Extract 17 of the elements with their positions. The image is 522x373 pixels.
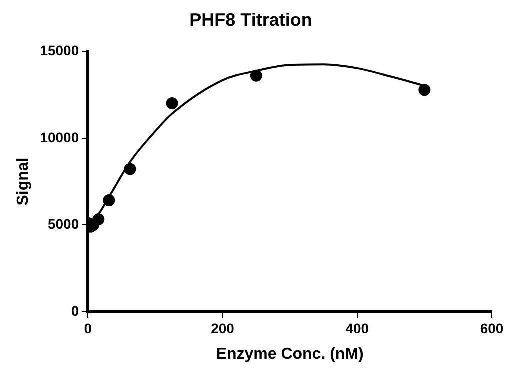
x-tick-label: 0 bbox=[84, 320, 92, 336]
y-tick-label: 15000 bbox=[40, 42, 80, 58]
x-tick-label: 200 bbox=[211, 320, 235, 336]
point bbox=[166, 98, 178, 110]
y-tick-label: 10000 bbox=[40, 129, 80, 146]
point bbox=[124, 163, 136, 176]
point bbox=[103, 194, 116, 207]
point bbox=[92, 213, 105, 226]
point bbox=[418, 84, 431, 96]
x-tick-label: 600 bbox=[480, 320, 504, 336]
x-tick-label: 400 bbox=[346, 320, 370, 336]
point bbox=[250, 70, 262, 82]
y-axis-title: Signal bbox=[15, 158, 32, 206]
y-tick-label: 0 bbox=[71, 302, 80, 319]
chart-title: PHF8 Titration bbox=[190, 10, 312, 30]
y-tick-label: 5000 bbox=[48, 216, 80, 232]
x-axis-title: Enzyme Conc. (nM) bbox=[216, 346, 364, 363]
